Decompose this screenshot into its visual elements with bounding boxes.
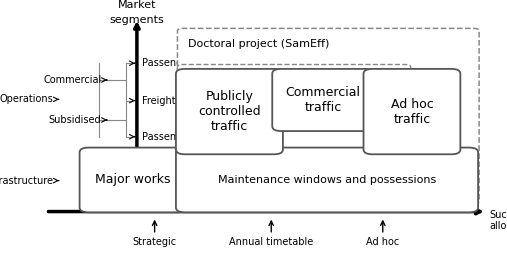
Text: Ad hoc: Ad hoc xyxy=(366,237,400,247)
FancyBboxPatch shape xyxy=(176,69,283,154)
Text: Strategic: Strategic xyxy=(132,237,177,247)
Text: Successiv: Successiv xyxy=(489,210,507,220)
Text: Infrastructure: Infrastructure xyxy=(0,176,53,186)
Text: Doctoral project (SamEff): Doctoral project (SamEff) xyxy=(188,39,329,49)
Text: Thesis: Thesis xyxy=(188,75,223,85)
Text: Commercial: Commercial xyxy=(43,75,101,85)
Text: Commercial
traffic: Commercial traffic xyxy=(286,86,360,114)
Text: segments: segments xyxy=(110,15,164,26)
FancyBboxPatch shape xyxy=(364,69,460,154)
FancyBboxPatch shape xyxy=(176,148,478,212)
Text: Maintenance windows and possessions: Maintenance windows and possessions xyxy=(218,175,436,185)
FancyBboxPatch shape xyxy=(272,69,374,131)
Text: Major works: Major works xyxy=(95,173,171,187)
FancyBboxPatch shape xyxy=(177,64,411,204)
Text: Ad hoc
traffic: Ad hoc traffic xyxy=(390,98,433,126)
Text: Market: Market xyxy=(118,0,156,10)
Text: Subsidised: Subsidised xyxy=(49,115,101,125)
Text: Passenger: Passenger xyxy=(142,132,192,142)
Text: Operations: Operations xyxy=(0,94,53,104)
FancyBboxPatch shape xyxy=(177,28,479,204)
Text: Annual timetable: Annual timetable xyxy=(229,237,313,247)
Text: Passenger: Passenger xyxy=(142,58,192,68)
FancyBboxPatch shape xyxy=(80,148,187,212)
Text: allocation: allocation xyxy=(489,221,507,231)
Text: Publicly
controlled
traffic: Publicly controlled traffic xyxy=(198,90,261,133)
Text: Freight: Freight xyxy=(142,96,175,106)
